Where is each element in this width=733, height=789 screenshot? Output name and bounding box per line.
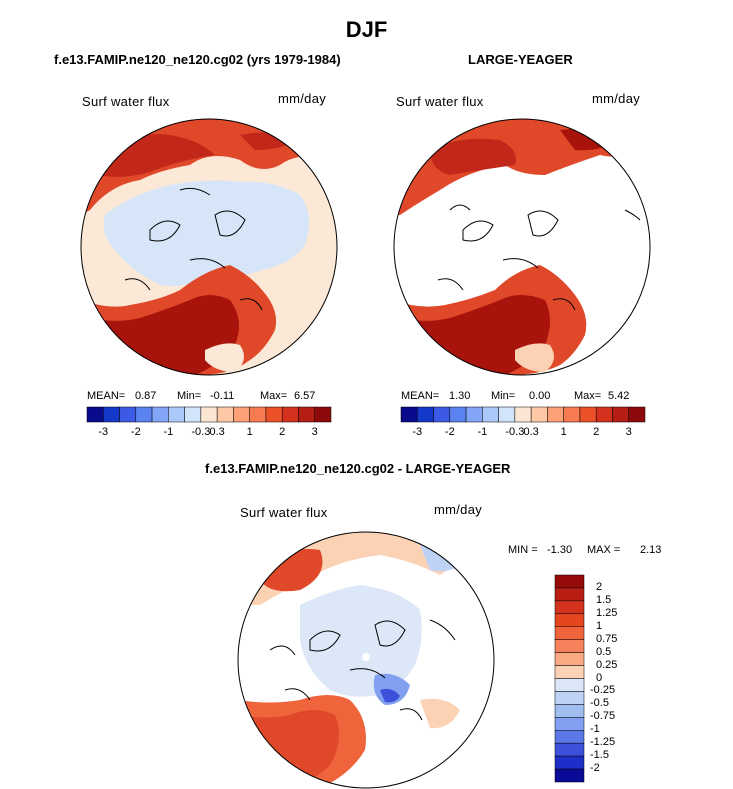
panel3-colorbar-tick-label: -1.25 [590,736,616,749]
panel2-field-label: Surf water flux [396,94,484,109]
panel1-colorbar-tick-label: -1 [163,426,174,438]
panel3-colorbar-swatch [554,600,585,615]
panel1-colorbar-tick-label: 3 [311,426,318,438]
panel3-colorbar [554,574,585,783]
panel2-colorbar-tick-label: 0.3 [523,426,539,438]
panel3-colorbar-swatch [554,665,585,679]
panel3-units-label: mm/day [434,502,483,517]
panel3-colorbar-tick-label: 1 [596,619,603,632]
panel3-colorbar-swatch [554,678,585,692]
panel1-colorbar [86,406,332,423]
panel2-mean-label: MEAN= [401,390,440,402]
panel3-colorbar-swatch [554,691,585,705]
panel2-max-label: Max= [574,390,602,402]
panel2-colorbar [400,406,646,423]
panel1-min-label: Min= [177,390,202,402]
panel1-colorbar-tick-label: -3 [98,426,109,438]
panel2-colorbar-tick-label: 2 [593,426,600,438]
panel3-max-label: MAX = [587,544,621,556]
panel3-colorbar-tick-label: -1 [590,723,600,736]
panel3-colorbar-tick-label: 0.75 [596,632,618,645]
panel1-mean-label: MEAN= [87,390,126,402]
panel2-colorbar-swatch [628,406,646,423]
panel2-units-label: mm/day [592,91,641,106]
panel3-colorbar-tick-label: -2 [590,762,600,775]
panel2-min-label: Min= [491,390,516,402]
panel1-mean-value: 0.87 [135,390,157,402]
panel3-colorbar-tick-label: -1.5 [590,749,609,762]
panel1-units-label: mm/day [278,91,327,106]
panel3-colorbar-tick-label: 2 [596,580,603,593]
figure-title: DJF [345,17,388,42]
panel2-colorbar-tick-label: 1 [560,426,567,438]
panel1-max-value: 6.57 [294,390,316,402]
panel1-case-title: f.e13.FAMIP.ne120_ne120.cg02 (yrs 1979-1… [54,52,341,67]
panel1-colorbar-tick-label: -0.3 [191,426,211,438]
panel1-min-value: -0.11 [210,390,235,402]
panel2-max-value: 5.42 [608,390,630,402]
panel2-colorbar-tick-label: -3 [412,426,423,438]
panel3-min-label: MIN = [508,544,538,556]
panel1-max-label: Max= [260,390,288,402]
panel3-case-title: f.e13.FAMIP.ne120_ne120.cg02 - LARGE-YEA… [205,461,511,476]
panel3-colorbar-labels: 2 1.5 1.25 1 0.75 0.5 0.25 0 -0.25 -0.5 -0.75 -1 -1.… [590,575,640,782]
panel3-colorbar-tick-label: 0.5 [596,645,612,658]
panel2-colorbar-tick-label: 3 [625,426,632,438]
panel3-colorbar-swatch [554,574,585,589]
panel1-colorbar-swatch [314,406,332,423]
panel2-case-title: LARGE-YEAGER [468,52,573,67]
panel1-field-label: Surf water flux [82,94,170,109]
panel3-colorbar-swatch [554,717,585,731]
panel2-colorbar-tick-label: -2 [444,426,455,438]
panel2-min-value: 0.00 [529,390,551,402]
panel3-colorbar-swatch [554,626,585,640]
panel3-colorbar-swatch [554,587,585,602]
panel3-colorbar-tick-label: 0.25 [596,658,618,671]
panel1-colorbar-tick-label: 1 [246,426,253,438]
panel3-colorbar-tick-label: 1.5 [596,593,612,606]
panel3-colorbar-swatch [554,613,585,627]
panel3-colorbar-swatch [554,730,585,744]
panel2-colorbar-tick-label: -1 [477,426,488,438]
panel3-colorbar-tick-label: 1.25 [596,606,618,619]
panel3-colorbar-tick-label: -0.25 [590,684,616,697]
panel3-colorbar-swatch [554,768,585,783]
panel2-mean-value: 1.30 [449,390,471,402]
panel3-max-value: 2.13 [640,544,662,556]
panel3-min-value: -1.30 [547,544,573,556]
panel3-colorbar-swatch [554,755,585,770]
panel3-colorbar-swatch [554,639,585,653]
panel3-colorbar-swatch [554,704,585,718]
panel3-field-label: Surf water flux [240,505,328,520]
panel2-colorbar-tick-label: -0.3 [505,426,525,438]
panel1-colorbar-labels: -3 -2 -1 -0.3 0.3 1 2 3 [87,426,331,440]
panel3-colorbar-swatch [554,742,585,757]
panel2-colorbar-labels: -3 -2 -1 -0.3 0.3 1 2 3 [401,426,645,440]
panel1-colorbar-tick-label: 0.3 [209,426,225,438]
panel3-colorbar-tick-label: 0 [596,671,603,684]
panel1-colorbar-tick-label: -2 [130,426,141,438]
panel3-colorbar-tick-label: -0.5 [590,697,609,710]
panel3-colorbar-tick-label: -0.75 [590,710,616,723]
panel1-colorbar-tick-label: 2 [279,426,286,438]
panel3-colorbar-swatch [554,652,585,666]
